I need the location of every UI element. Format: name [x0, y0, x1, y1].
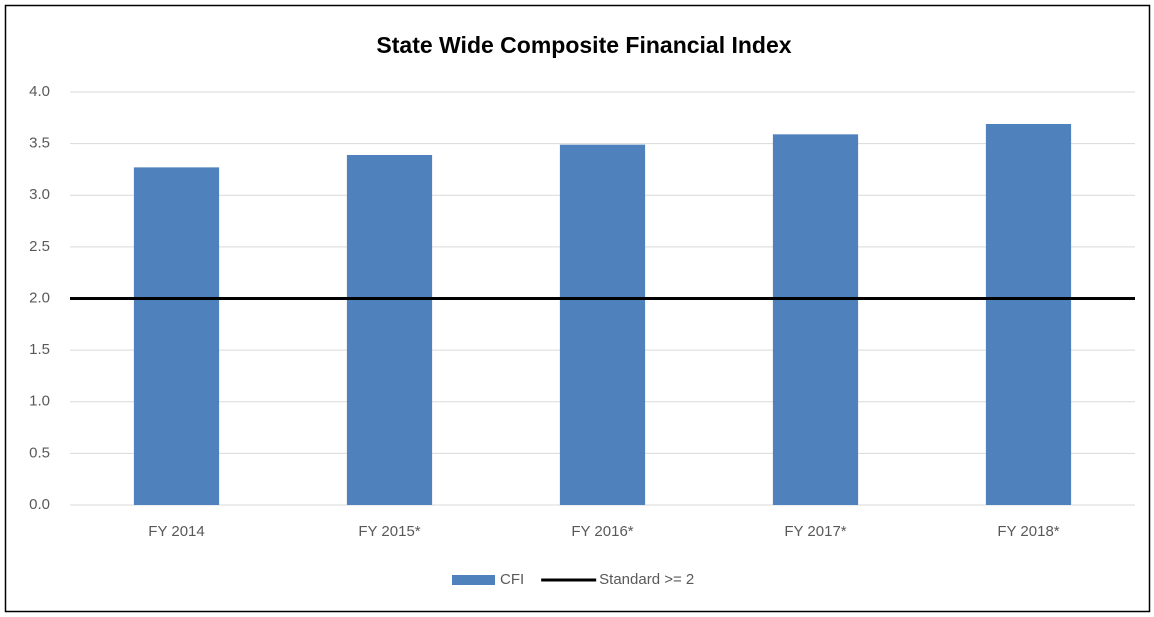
bar	[772, 134, 859, 505]
bar	[559, 144, 646, 505]
x-tick-label: FY 2015*	[358, 523, 420, 540]
bar	[133, 167, 220, 505]
y-tick-label: 0.0	[29, 496, 50, 513]
legend-swatch	[452, 575, 495, 585]
x-tick-label: FY 2018*	[997, 523, 1059, 540]
y-tick-label: 2.0	[29, 289, 50, 306]
y-tick-label: 4.0	[29, 83, 50, 100]
y-tick-label: 2.5	[29, 238, 50, 255]
bar	[346, 154, 433, 506]
x-tick-label: FY 2014	[148, 523, 204, 540]
x-tick-label: FY 2016*	[571, 523, 633, 540]
y-tick-label: 1.5	[29, 341, 50, 358]
bar	[985, 124, 1072, 505]
chart-title: State Wide Composite Financial Index	[376, 32, 791, 58]
y-tick-label: 3.5	[29, 135, 50, 152]
legend-label: Standard >= 2	[599, 571, 694, 588]
x-tick-label: FY 2017*	[784, 523, 846, 540]
y-tick-label: 3.0	[29, 186, 50, 203]
y-tick-label: 1.0	[29, 393, 50, 410]
y-tick-label: 0.5	[29, 444, 50, 461]
legend-label: CFI	[500, 571, 524, 588]
